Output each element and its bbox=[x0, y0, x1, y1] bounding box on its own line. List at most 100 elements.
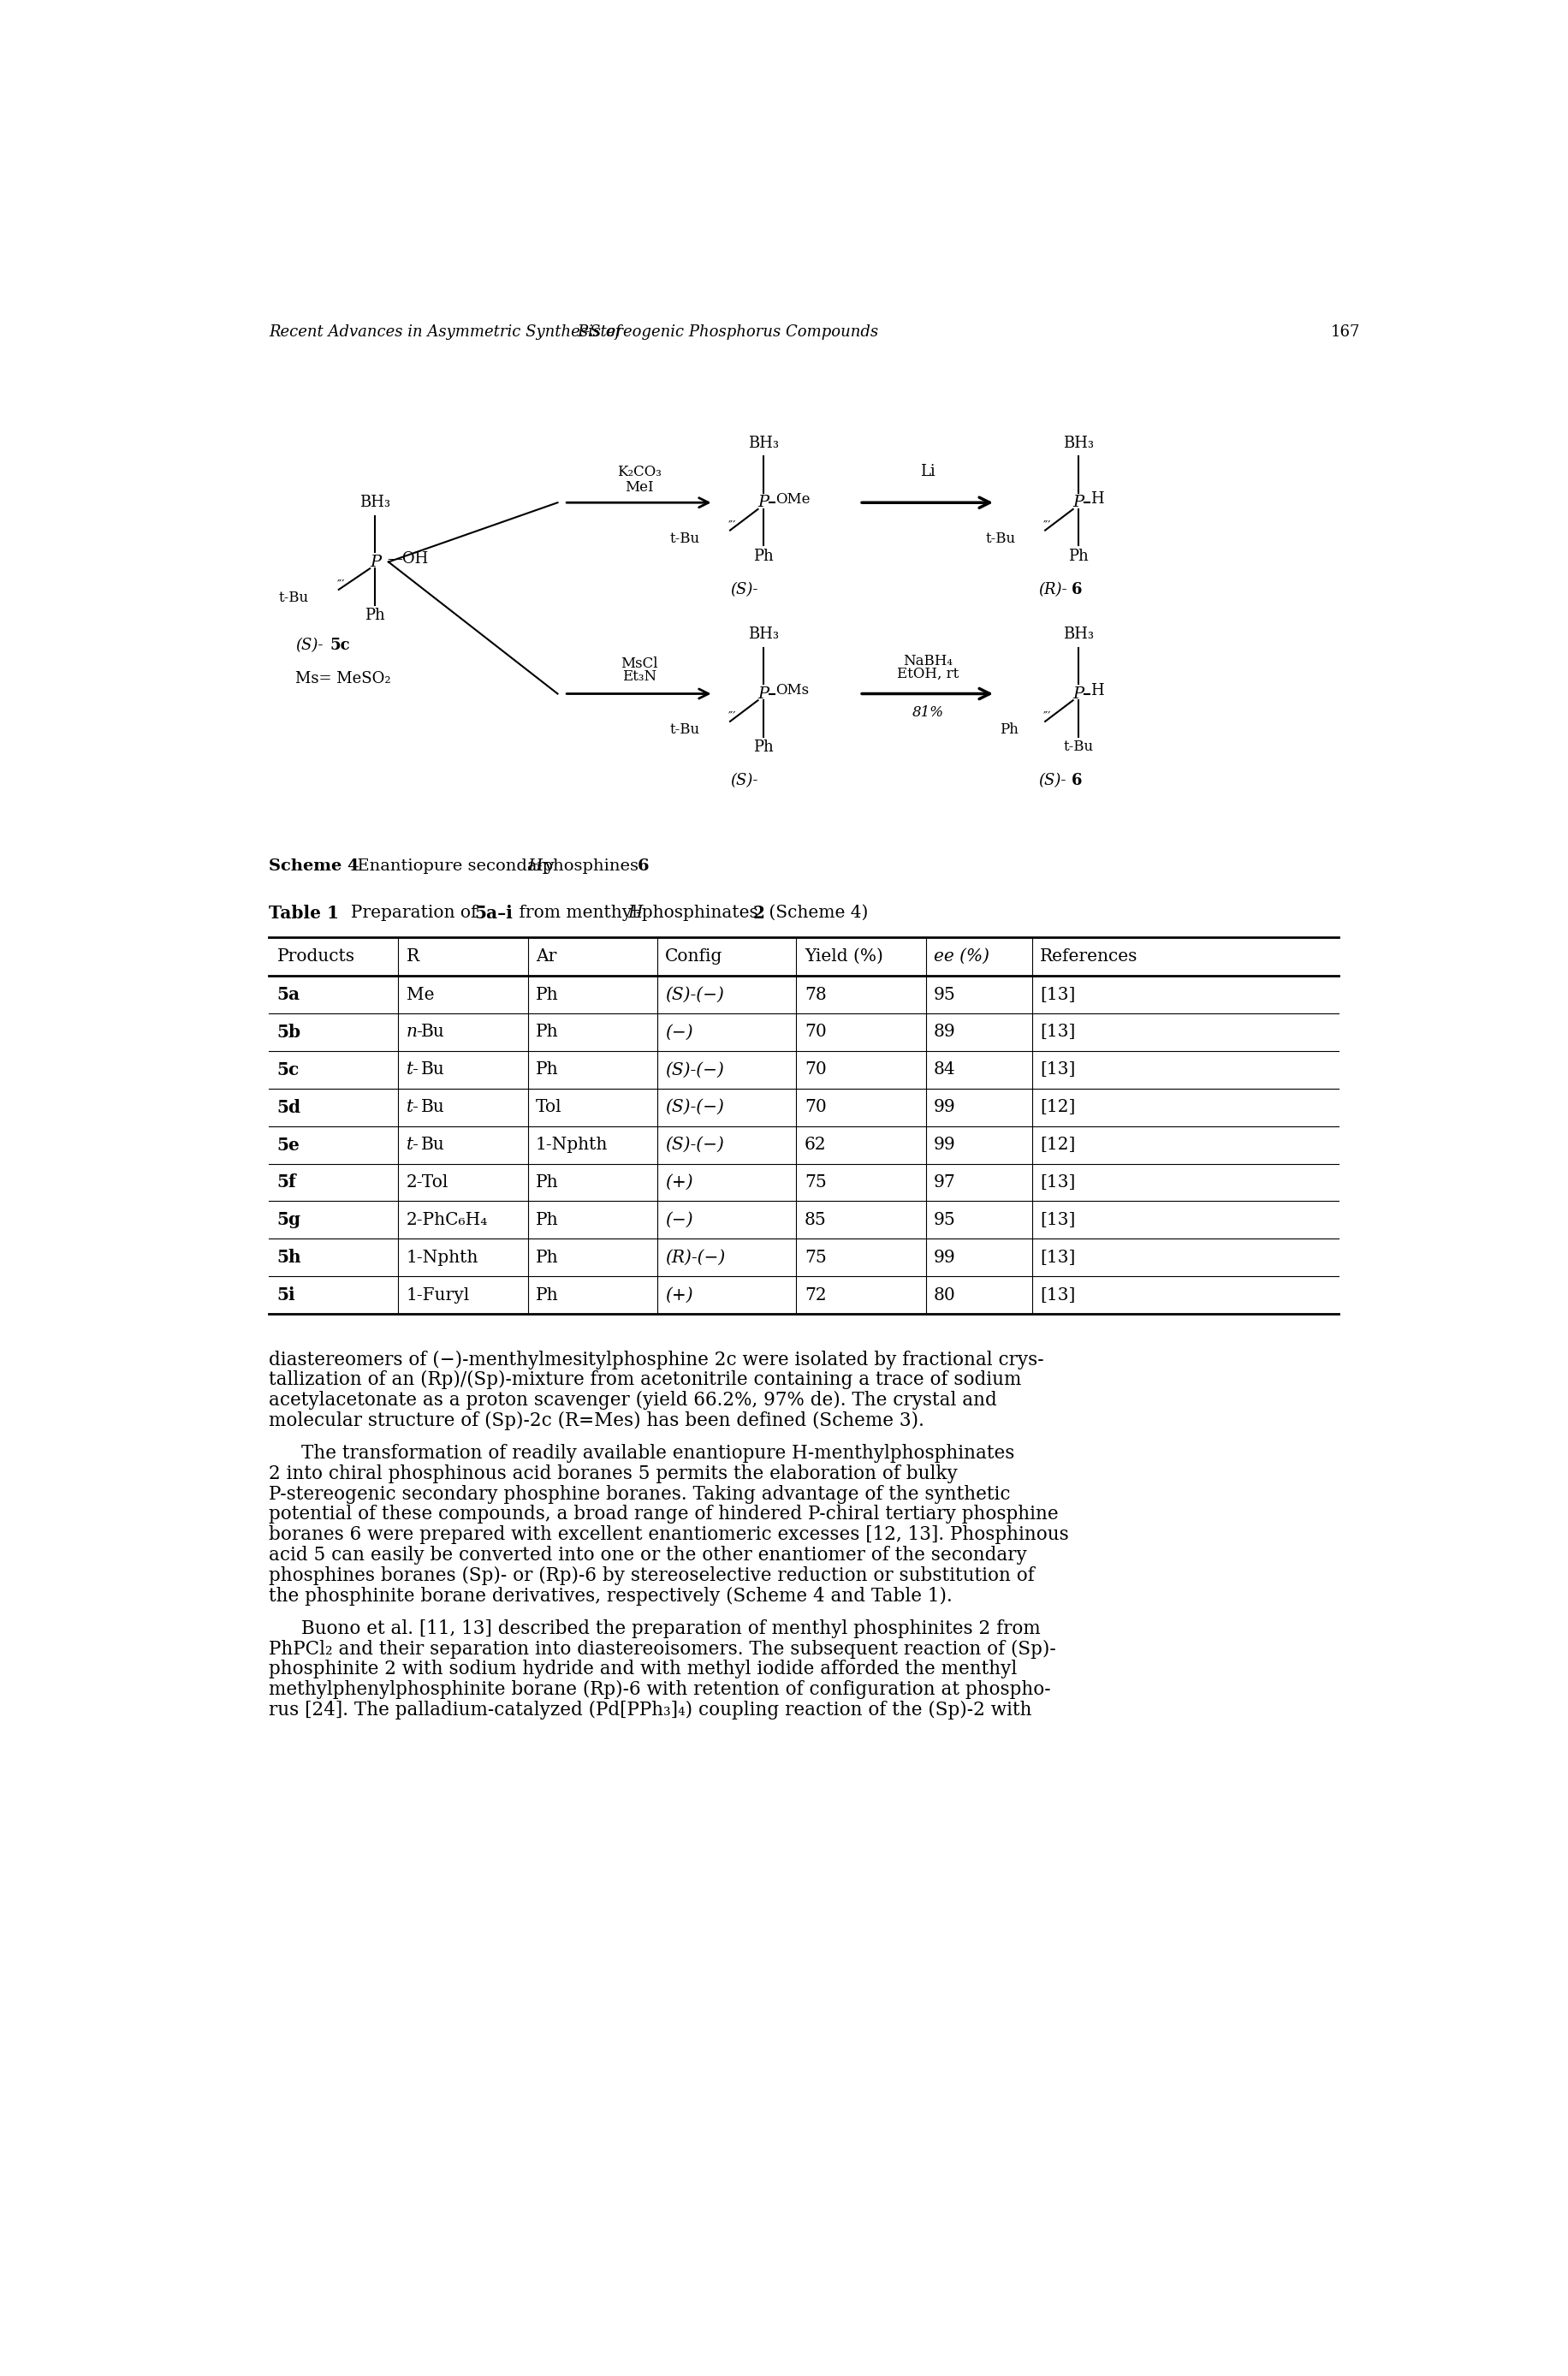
Text: 72: 72 bbox=[804, 1288, 826, 1304]
Text: 5h: 5h bbox=[278, 1250, 301, 1266]
Text: phosphinite 2 with sodium hydride and with methyl iodide afforded the menthyl: phosphinite 2 with sodium hydride and wi… bbox=[270, 1661, 1016, 1680]
Text: the phosphinite borane derivatives, respectively (Scheme 4 and Table 1).: the phosphinite borane derivatives, resp… bbox=[270, 1587, 952, 1606]
Text: 99: 99 bbox=[933, 1250, 955, 1266]
Text: Ph: Ph bbox=[535, 1024, 558, 1041]
Text: H: H bbox=[1090, 682, 1102, 699]
Text: (S)-: (S)- bbox=[729, 772, 757, 789]
Text: Ph: Ph bbox=[535, 1212, 558, 1228]
Text: (+): (+) bbox=[665, 1174, 693, 1190]
Text: Preparation of: Preparation of bbox=[340, 905, 483, 922]
Text: rus [24]. The palladium-catalyzed (Pd[PPh₃]₄) coupling reaction of the (Sp)-2 wi: rus [24]. The palladium-catalyzed (Pd[PP… bbox=[270, 1701, 1032, 1720]
Text: Me: Me bbox=[406, 986, 434, 1003]
Text: Ph: Ph bbox=[365, 608, 386, 623]
Text: molecular structure of (Sp)-2c (R=Mes) has been defined (Scheme 3).: molecular structure of (Sp)-2c (R=Mes) h… bbox=[270, 1411, 924, 1430]
Text: 89: 89 bbox=[933, 1024, 955, 1041]
Text: (S)-(−): (S)-(−) bbox=[665, 986, 723, 1003]
Text: MeI: MeI bbox=[624, 480, 654, 494]
Text: boranes 6 were prepared with excellent enantiomeric excesses [12, 13]. Phosphino: boranes 6 were prepared with excellent e… bbox=[270, 1525, 1068, 1544]
Text: EtOH, rt: EtOH, rt bbox=[897, 668, 958, 682]
Text: R: R bbox=[406, 948, 419, 965]
Text: 97: 97 bbox=[933, 1174, 955, 1190]
Text: BH₃: BH₃ bbox=[748, 627, 778, 642]
Text: PhPCl₂ and their separation into diastereoisomers. The subsequent reaction of (S: PhPCl₂ and their separation into diaster… bbox=[270, 1639, 1055, 1658]
Text: 2: 2 bbox=[753, 905, 765, 922]
Text: BH₃: BH₃ bbox=[359, 494, 390, 511]
Text: 81%: 81% bbox=[911, 706, 942, 720]
Text: K₂CO₃: K₂CO₃ bbox=[616, 466, 662, 480]
Text: OMs: OMs bbox=[775, 684, 808, 699]
Text: ′′′: ′′′ bbox=[1043, 520, 1051, 532]
Text: (+): (+) bbox=[665, 1288, 693, 1304]
Text: Ph: Ph bbox=[535, 1062, 558, 1079]
Text: [13]: [13] bbox=[1040, 1024, 1074, 1041]
Text: t-Bu: t-Bu bbox=[279, 592, 309, 606]
Text: Products: Products bbox=[278, 948, 354, 965]
Text: Ph: Ph bbox=[535, 1250, 558, 1266]
Text: 75: 75 bbox=[804, 1174, 826, 1190]
Text: Ms= MeSO₂: Ms= MeSO₂ bbox=[295, 670, 390, 687]
Text: 5a–i: 5a–i bbox=[475, 905, 513, 922]
Text: Recent Advances in Asymmetric Synthesis of: Recent Advances in Asymmetric Synthesis … bbox=[270, 326, 626, 340]
Text: NaBH₄: NaBH₄ bbox=[903, 653, 952, 668]
Text: from menthyl: from menthyl bbox=[513, 905, 643, 922]
Text: Enantiopure secondary: Enantiopure secondary bbox=[347, 858, 560, 874]
Text: 2 into chiral phosphinous acid boranes 5 permits the elaboration of bulky: 2 into chiral phosphinous acid boranes 5… bbox=[270, 1464, 958, 1483]
Text: 1-Furyl: 1-Furyl bbox=[406, 1288, 470, 1304]
Text: tallization of an (Rp)/(Sp)-mixture from acetonitrile containing a trace of sodi: tallization of an (Rp)/(Sp)-mixture from… bbox=[270, 1371, 1021, 1390]
Text: BH₃: BH₃ bbox=[748, 435, 778, 451]
Text: 6: 6 bbox=[1071, 582, 1082, 596]
Text: (−): (−) bbox=[665, 1212, 693, 1228]
Text: -Stereogenic Phosphorus Compounds: -Stereogenic Phosphorus Compounds bbox=[585, 326, 878, 340]
Text: 1-Nphth: 1-Nphth bbox=[535, 1136, 608, 1152]
Text: 5f: 5f bbox=[278, 1174, 296, 1190]
Text: Bu: Bu bbox=[420, 1024, 444, 1041]
Text: t-: t- bbox=[406, 1062, 419, 1079]
Text: Ph: Ph bbox=[999, 722, 1018, 737]
Text: P: P bbox=[757, 494, 768, 511]
Text: t-Bu: t-Bu bbox=[670, 722, 699, 737]
Text: (R)-: (R)- bbox=[1038, 582, 1066, 596]
Text: -phosphines: -phosphines bbox=[536, 858, 643, 874]
Text: t-Bu: t-Bu bbox=[1063, 739, 1093, 756]
Text: 70: 70 bbox=[804, 1024, 826, 1041]
Text: 99: 99 bbox=[933, 1100, 955, 1114]
Text: Table 1: Table 1 bbox=[270, 905, 339, 922]
Text: 99: 99 bbox=[933, 1136, 955, 1152]
Text: P: P bbox=[577, 326, 588, 340]
Text: Ph: Ph bbox=[535, 1174, 558, 1190]
Text: [12]: [12] bbox=[1040, 1136, 1074, 1152]
Text: ′′′: ′′′ bbox=[728, 520, 735, 532]
Text: 84: 84 bbox=[933, 1062, 955, 1079]
Text: P-stereogenic secondary phosphine boranes. Taking advantage of the synthetic: P-stereogenic secondary phosphine borane… bbox=[270, 1485, 1010, 1504]
Text: [13]: [13] bbox=[1040, 1212, 1074, 1228]
Text: BH₃: BH₃ bbox=[1063, 627, 1093, 642]
Text: H: H bbox=[527, 858, 543, 874]
Text: (S)-(−): (S)-(−) bbox=[665, 1100, 723, 1114]
Text: Ph: Ph bbox=[753, 549, 773, 563]
Text: 5e: 5e bbox=[278, 1136, 299, 1152]
Text: Bu: Bu bbox=[420, 1100, 444, 1114]
Text: ′′′: ′′′ bbox=[728, 710, 735, 722]
Text: -phosphinates: -phosphinates bbox=[635, 905, 764, 922]
Text: 6: 6 bbox=[637, 858, 649, 874]
Text: Config: Config bbox=[665, 948, 723, 965]
Text: methylphenylphosphinite borane (Rp)-6 with retention of configuration at phospho: methylphenylphosphinite borane (Rp)-6 wi… bbox=[270, 1680, 1051, 1699]
Text: 70: 70 bbox=[804, 1100, 826, 1114]
Text: [13]: [13] bbox=[1040, 1288, 1074, 1304]
Text: 2-PhC₆H₄: 2-PhC₆H₄ bbox=[406, 1212, 488, 1228]
Text: 95: 95 bbox=[933, 986, 955, 1003]
Text: ′′′: ′′′ bbox=[1043, 710, 1051, 722]
Text: potential of these compounds, a broad range of hindered P-chiral tertiary phosph: potential of these compounds, a broad ra… bbox=[270, 1504, 1058, 1523]
Text: n-: n- bbox=[406, 1024, 423, 1041]
Text: OMe: OMe bbox=[775, 492, 809, 506]
Text: ee (%): ee (%) bbox=[933, 948, 989, 965]
Text: P: P bbox=[1073, 687, 1083, 701]
Text: Li: Li bbox=[920, 463, 935, 480]
Text: 5c: 5c bbox=[329, 637, 350, 653]
Text: [13]: [13] bbox=[1040, 1250, 1074, 1266]
Text: t-Bu: t-Bu bbox=[670, 532, 699, 546]
Text: (S)-: (S)- bbox=[729, 582, 757, 596]
Text: 5c: 5c bbox=[278, 1062, 299, 1079]
Text: Bu: Bu bbox=[420, 1136, 444, 1152]
Text: (R)-(−): (R)-(−) bbox=[665, 1250, 724, 1266]
